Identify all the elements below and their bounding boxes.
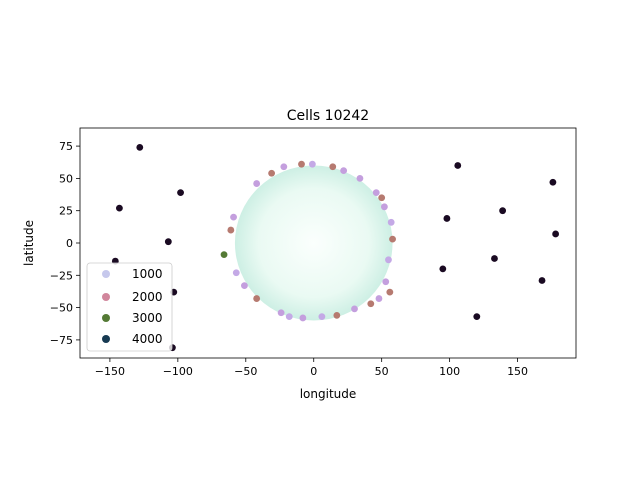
data-point-23	[253, 295, 261, 302]
data-point-13	[382, 278, 390, 286]
x-tick-label: −50	[234, 365, 257, 378]
legend-entry-1000: 1000	[102, 267, 163, 281]
legend-label-4000: 4000	[132, 332, 163, 346]
data-point-20	[299, 314, 307, 322]
legend-marker-4000	[102, 335, 110, 343]
x-tick-label: 0	[310, 365, 317, 378]
data-point-0	[308, 160, 316, 168]
data-point-30	[136, 143, 144, 151]
data-point-44	[538, 277, 546, 284]
data-point-38	[549, 178, 557, 186]
y-tick-label: 25	[59, 205, 73, 218]
x-tick-label: 100	[439, 365, 460, 378]
y-tick-label: −25	[50, 269, 73, 282]
data-point-31	[177, 189, 184, 197]
y-axis-ticks: −75 −50 −25 0 25 50 75	[50, 140, 80, 347]
x-tick-label: 50	[375, 365, 389, 378]
data-point-3	[268, 169, 276, 177]
legend-label-2000: 2000	[132, 290, 163, 304]
data-point-10	[387, 218, 395, 226]
chart-title: Cells 10242	[287, 108, 369, 124]
legend: 1000 2000 3000 4000	[86, 262, 173, 352]
data-point-9	[380, 203, 388, 211]
cell-disk	[234, 165, 393, 321]
data-point-2	[280, 163, 288, 171]
x-tick-label: −150	[95, 365, 125, 378]
data-point-37	[454, 162, 462, 169]
y-tick-label: 75	[59, 140, 73, 153]
y-tick-label: −50	[50, 302, 73, 315]
y-tick-label: −75	[50, 334, 73, 347]
y-tick-label: 50	[59, 172, 73, 185]
data-point-43	[439, 265, 447, 273]
data-point-27	[230, 213, 237, 221]
legend-marker-2000	[102, 293, 110, 301]
data-point-45	[473, 313, 481, 321]
data-point-4	[329, 163, 337, 171]
legend-entry-2000: 2000	[102, 290, 163, 304]
data-point-7	[372, 189, 380, 197]
data-point-24	[241, 282, 248, 290]
data-point-8	[378, 194, 386, 202]
legend-frame	[86, 262, 173, 352]
data-point-29	[220, 251, 228, 259]
data-point-11	[389, 235, 396, 243]
legend-entry-4000: 4000	[102, 332, 163, 346]
x-tick-label: −100	[163, 365, 193, 378]
plot-area	[111, 143, 560, 352]
legend-marker-3000	[102, 314, 110, 322]
legend-label-3000: 3000	[132, 311, 163, 325]
data-point-1	[298, 160, 305, 168]
y-tick-label: 0	[66, 237, 73, 250]
data-point-39	[499, 207, 507, 215]
data-point-14	[386, 288, 394, 296]
data-point-15	[375, 295, 383, 302]
data-point-21	[285, 313, 293, 321]
data-point-40	[443, 215, 451, 222]
legend-label-1000: 1000	[132, 267, 163, 281]
data-point-33	[164, 238, 172, 246]
legend-marker-1000	[102, 270, 110, 278]
data-point-41	[552, 230, 560, 238]
data-point-32	[116, 204, 123, 212]
data-point-42	[491, 255, 498, 262]
legend-entry-3000: 3000	[102, 311, 163, 325]
data-point-19	[318, 313, 326, 321]
x-axis-label: longitude	[300, 387, 357, 401]
x-axis-ticks: −150 −100 −50 0 50 100 150	[95, 358, 528, 378]
data-point-28	[253, 180, 261, 187]
data-point-5	[340, 167, 348, 175]
y-axis-label: latitude	[22, 220, 36, 266]
data-point-17	[351, 305, 358, 313]
data-point-25	[232, 269, 240, 277]
data-point-26	[227, 226, 235, 234]
data-point-18	[333, 311, 341, 319]
data-point-22	[277, 309, 285, 317]
data-point-6	[356, 174, 364, 182]
data-point-12	[385, 256, 392, 264]
data-point-16	[367, 300, 375, 308]
x-tick-label: 150	[507, 365, 528, 378]
data-points	[111, 143, 560, 352]
